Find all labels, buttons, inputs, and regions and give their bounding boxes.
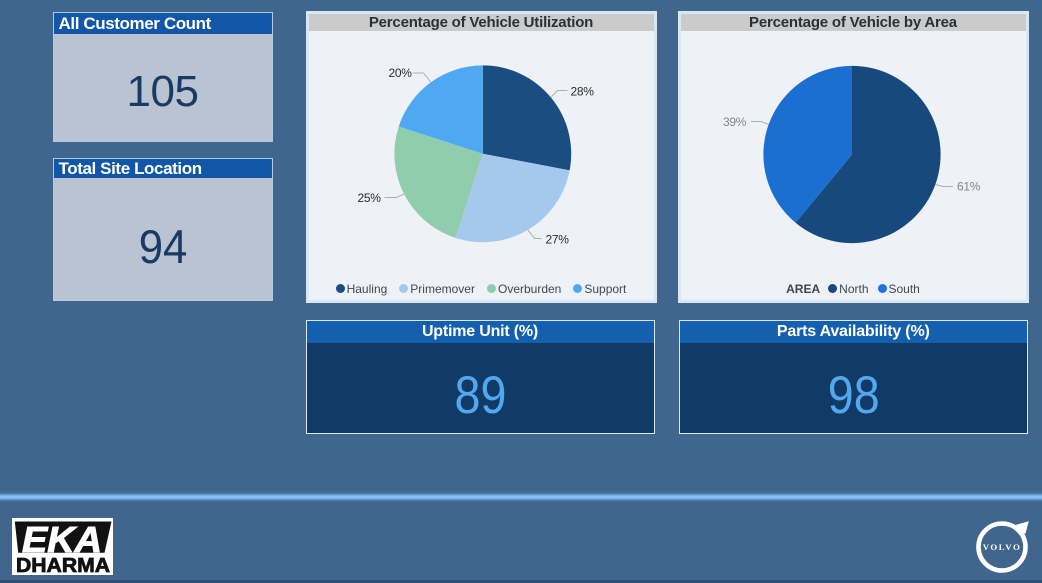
- svg-text:VOLVO: VOLVO: [983, 542, 1022, 552]
- svg-text:DHARMA: DHARMA: [16, 554, 110, 575]
- svg-text:EKA: EKA: [22, 519, 102, 560]
- svg-text:27%: 27%: [546, 233, 570, 247]
- svg-text:39%: 39%: [723, 115, 747, 129]
- svg-text:61%: 61%: [957, 180, 981, 194]
- svg-text:20%: 20%: [389, 66, 413, 80]
- svg-text:25%: 25%: [358, 191, 382, 205]
- svg-text:28%: 28%: [571, 85, 595, 99]
